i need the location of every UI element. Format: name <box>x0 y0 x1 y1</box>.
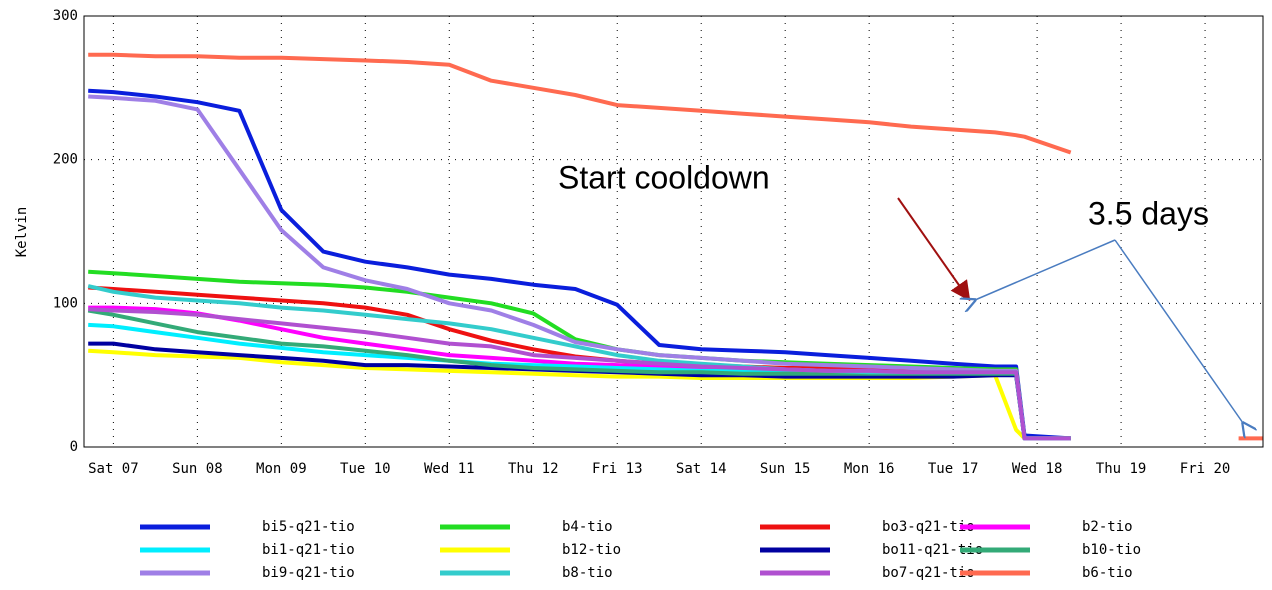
legend-label: b8-tio <box>562 565 613 581</box>
legend-label: bi9-q21-tio <box>262 565 355 581</box>
y-tick-label: 0 <box>70 439 78 455</box>
legend-label: bi1-q21-tio <box>262 542 355 558</box>
annotation: Start cooldown <box>558 159 770 195</box>
x-tick-label: Fri 20 <box>1180 461 1231 477</box>
legend-label: bo11-q21-tio <box>882 542 983 558</box>
x-tick-label: Sat 14 <box>676 461 727 477</box>
legend-label: b12-tio <box>562 542 621 558</box>
x-tick-label: Thu 12 <box>508 461 559 477</box>
y-tick-label: 300 <box>53 8 78 24</box>
x-tick-label: Mon 09 <box>256 461 307 477</box>
x-tick-label: Wed 18 <box>1012 461 1063 477</box>
legend-label: bo7-q21-tio <box>882 565 975 581</box>
legend-label: b2-tio <box>1082 519 1133 535</box>
series-line <box>88 52 1263 441</box>
x-tick-label: Sun 15 <box>760 461 811 477</box>
legend-label: b10-tio <box>1082 542 1141 558</box>
y-axis-label: Kelvin <box>14 207 30 258</box>
x-tick-label: Wed 11 <box>424 461 475 477</box>
series-line <box>88 94 1071 441</box>
y-tick-label: 100 <box>53 295 78 311</box>
x-tick-label: Mon 16 <box>844 461 895 477</box>
annotation: 3.5 days <box>1088 195 1209 231</box>
x-tick-label: Fri 13 <box>592 461 643 477</box>
x-tick-label: Sat 07 <box>88 461 139 477</box>
arrow <box>975 239 1116 300</box>
legend-label: bi5-q21-tio <box>262 519 355 535</box>
x-tick-label: Tue 10 <box>340 461 391 477</box>
arrow <box>1114 239 1243 423</box>
plot-area: 0 100 200 300 Sat 07 Sun 08 Mon 09 Tue 10 Wed 11… <box>53 8 1264 477</box>
series-line <box>88 88 1071 441</box>
x-tick-label: Tue 17 <box>928 461 979 477</box>
series-line <box>88 307 1071 441</box>
legend-label: bo3-q21-tio <box>882 519 975 535</box>
legend-label: b4-tio <box>562 519 613 535</box>
arrow <box>897 197 971 302</box>
y-tick-label: 200 <box>53 152 78 168</box>
x-tick-label: Sun 08 <box>172 461 223 477</box>
legend-label: b6-tio <box>1082 565 1133 581</box>
plot-border <box>83 15 1264 448</box>
x-tick-label: Thu 19 <box>1096 461 1147 477</box>
